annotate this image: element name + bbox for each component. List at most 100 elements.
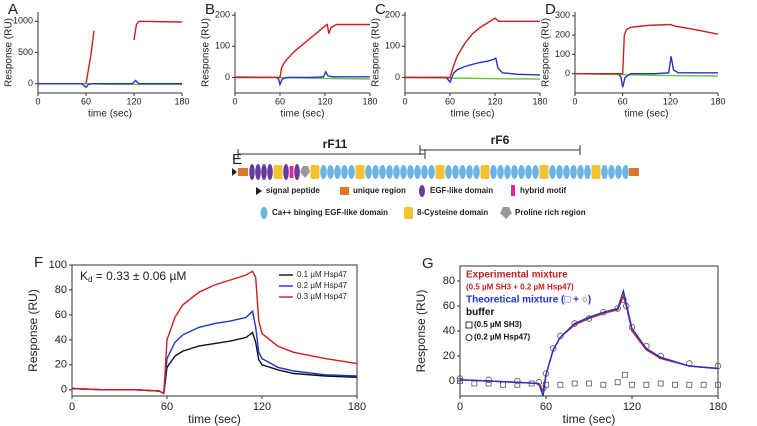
y-tick-label: 100 <box>555 49 570 59</box>
data-line <box>71 331 358 395</box>
legend-label: Experimental mixture <box>466 270 568 281</box>
panel-label: D <box>545 1 556 18</box>
x-tick-label: 180 <box>362 96 377 106</box>
x-tick-label: 120 <box>487 96 502 106</box>
domain <box>261 164 267 180</box>
axis-line <box>574 12 718 94</box>
y-tick-label: 80 <box>55 284 67 296</box>
chart-panel: G 0 60 120 180 0 20 40 60 80 time (sec) Response (R… <box>414 255 727 426</box>
y-tick-label: 60 <box>55 309 67 321</box>
data-marker <box>456 375 464 382</box>
domain <box>490 165 497 179</box>
legend-label: buffer <box>466 307 494 318</box>
domain <box>608 165 615 179</box>
domain <box>445 165 452 179</box>
domain <box>525 165 532 179</box>
panel-label: G <box>422 255 434 272</box>
domain <box>400 165 407 179</box>
bracket <box>237 149 426 159</box>
data-line <box>85 20 183 84</box>
domain <box>549 165 556 179</box>
y-tick-label: 0 <box>28 78 33 88</box>
domain <box>622 165 629 179</box>
chart-panel: F 0 60 120 180 0 20 40 60 80 100 time (sec) Response… <box>26 254 366 426</box>
data-marker <box>715 381 721 388</box>
domain <box>452 165 459 179</box>
domain <box>289 166 294 178</box>
data-line <box>575 56 718 88</box>
domain <box>355 165 365 179</box>
x-tick-label: 0 <box>572 96 577 106</box>
x-axis-title: time (sec) <box>625 109 669 120</box>
domain <box>365 165 372 179</box>
data-marker <box>643 381 650 388</box>
domain <box>386 165 393 179</box>
plot-frame <box>71 264 358 397</box>
y-tick-label: 80 <box>443 275 455 287</box>
legend-text: EGF-like domain <box>430 186 493 195</box>
legend-icon <box>419 185 425 197</box>
domain <box>407 165 414 179</box>
x-tick-label: 120 <box>253 401 271 413</box>
domain <box>283 164 289 180</box>
x-tick-label: 120 <box>317 96 332 106</box>
annotation-part: K <box>80 269 88 283</box>
x-tick-label: 0 <box>232 96 237 106</box>
legend-icon <box>340 187 349 195</box>
data-line <box>38 79 182 89</box>
domain <box>348 165 355 179</box>
legend-label: 0.3 µM Hsp47 <box>297 292 348 301</box>
y-axis-title: Response (RU) <box>541 18 552 87</box>
data-marker <box>714 362 722 370</box>
domain <box>615 165 622 179</box>
data-marker <box>557 332 564 340</box>
y-tick-label: 100 <box>385 41 400 51</box>
y-tick-label: 40 <box>443 325 455 337</box>
domain <box>532 165 539 179</box>
x-axis-title: time (sec) <box>88 109 132 120</box>
domain <box>255 164 261 180</box>
data-marker <box>629 381 635 388</box>
domain <box>577 165 584 179</box>
data-marker <box>571 380 578 387</box>
domain <box>428 165 435 179</box>
domain <box>414 165 421 179</box>
x-tick-label: 120 <box>663 96 678 106</box>
x-tick-label: 60 <box>275 96 285 106</box>
y-tick-label: 0 <box>225 72 230 82</box>
legend-symbol <box>465 321 473 329</box>
x-axis-title: time (sec) <box>563 412 616 426</box>
domain <box>379 165 386 179</box>
chart-panel: B 0 60 120 180 0 100 200 time (sec) Response (RU) <box>201 1 378 120</box>
x-tick-label: 180 <box>348 401 366 413</box>
y-axis-title: Response (RU) <box>414 290 428 373</box>
domain <box>497 165 504 179</box>
y-tick-label: 1000 <box>13 16 33 26</box>
y-tick-label: 60 <box>443 300 455 312</box>
data-marker <box>485 376 492 383</box>
data-line <box>235 23 370 79</box>
bracket-label: rF6 <box>491 133 510 147</box>
domain <box>570 165 577 179</box>
data-line <box>235 70 370 87</box>
legend-text: Ca++ binging EGF-like domain <box>272 208 388 217</box>
domain <box>334 165 341 179</box>
legend-icon <box>256 187 262 195</box>
legend-text: hybrid motif <box>520 186 567 195</box>
data-line <box>459 293 719 394</box>
data-marker <box>600 381 607 388</box>
x-tick-label: 60 <box>161 401 173 413</box>
legend-label: (0.5 µM SH3) <box>474 320 522 329</box>
data-line <box>71 309 358 395</box>
legend-label: 0.1 µM Hsp47 <box>297 270 348 279</box>
legend-label: (0.5 µM SH3 + 0.2 µM Hsp47) <box>466 283 574 292</box>
data-marker <box>700 381 707 388</box>
domain <box>393 165 400 179</box>
data-line <box>459 288 719 397</box>
domain <box>294 164 300 180</box>
domain <box>563 165 570 179</box>
data-marker <box>621 371 628 378</box>
data-marker <box>586 380 592 387</box>
x-axis-title: time (sec) <box>188 412 241 426</box>
domain <box>267 164 273 180</box>
